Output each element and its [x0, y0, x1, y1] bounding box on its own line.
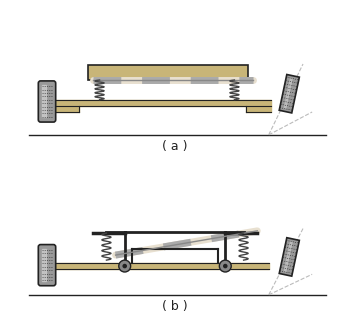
- Polygon shape: [284, 241, 293, 272]
- Polygon shape: [279, 75, 299, 113]
- Polygon shape: [284, 78, 293, 109]
- Circle shape: [219, 260, 231, 272]
- Polygon shape: [54, 100, 271, 106]
- Polygon shape: [42, 249, 46, 281]
- Text: ( b ): ( b ): [162, 300, 188, 313]
- Polygon shape: [246, 106, 271, 112]
- Circle shape: [122, 264, 127, 268]
- Text: ( a ): ( a ): [162, 140, 188, 153]
- Polygon shape: [279, 238, 299, 276]
- Polygon shape: [42, 85, 46, 117]
- FancyBboxPatch shape: [88, 65, 248, 80]
- Polygon shape: [54, 106, 78, 112]
- FancyBboxPatch shape: [38, 244, 56, 286]
- FancyBboxPatch shape: [38, 81, 56, 122]
- Circle shape: [223, 264, 228, 268]
- Circle shape: [119, 260, 131, 272]
- Polygon shape: [54, 263, 269, 269]
